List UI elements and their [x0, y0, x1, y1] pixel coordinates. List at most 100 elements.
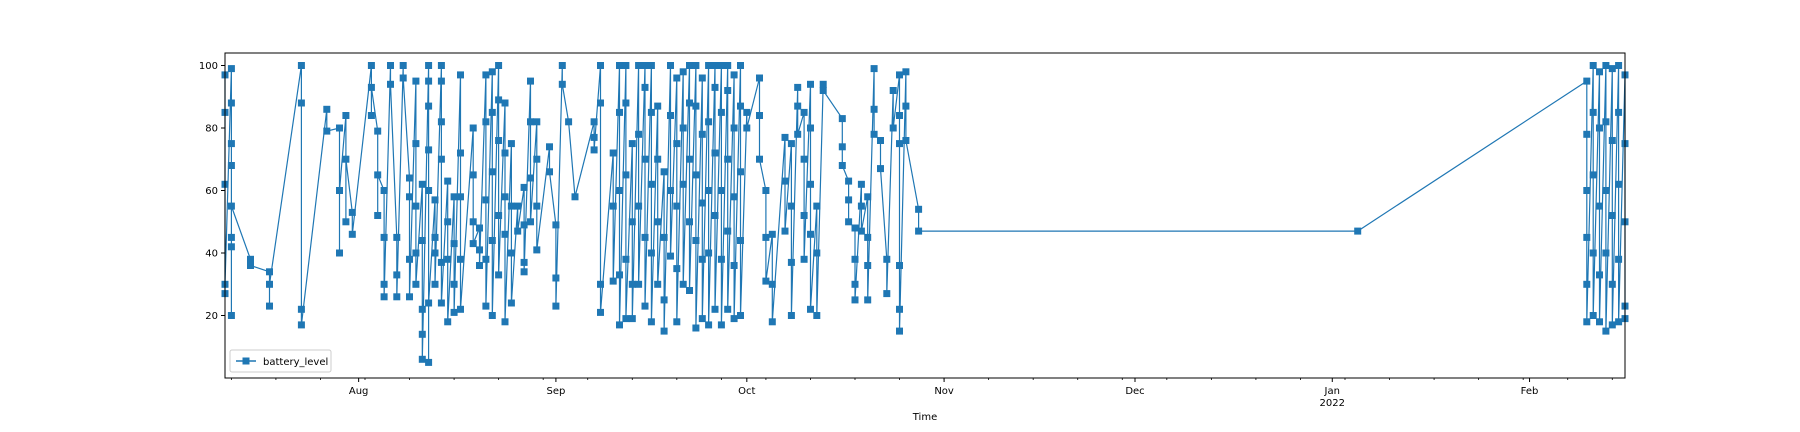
data-point: [635, 62, 643, 69]
series-battery-level: [221, 62, 1629, 366]
data-point: [737, 312, 744, 319]
data-point: [227, 162, 235, 169]
data-point: [533, 246, 541, 254]
data-point: [883, 255, 891, 263]
data-point: [425, 299, 433, 307]
data-point: [616, 187, 623, 194]
data-point: [635, 280, 643, 288]
legend-frame: [229, 349, 332, 373]
data-point: [425, 102, 433, 110]
data-point: [781, 177, 789, 185]
data-point: [520, 258, 528, 266]
data-point: [838, 162, 846, 169]
data-point: [418, 305, 426, 313]
data-point: [807, 80, 814, 88]
data-point: [641, 302, 649, 310]
data-point: [425, 187, 433, 194]
data-point: [717, 62, 725, 69]
data-point: [342, 112, 350, 119]
data-point: [787, 258, 795, 266]
data-point: [667, 112, 674, 119]
data-point: [698, 255, 706, 263]
data-point: [1589, 312, 1597, 319]
data-point: [482, 118, 490, 126]
data-point: [374, 212, 382, 219]
data-point: [807, 124, 814, 132]
data-point: [635, 130, 643, 138]
data-point: [1583, 130, 1591, 138]
data-point: [387, 80, 394, 88]
data-point: [227, 233, 235, 241]
data-point: [227, 65, 235, 73]
data-point: [698, 74, 706, 82]
data-point: [1615, 255, 1623, 263]
data-point: [781, 227, 789, 235]
data-point: [425, 62, 433, 69]
x-tick-label: Oct: [738, 386, 755, 397]
data-point: [227, 140, 235, 148]
data-point: [730, 193, 738, 201]
data-point: [247, 255, 254, 263]
data-point: [660, 233, 668, 241]
data-point: [647, 249, 655, 257]
data-point: [641, 233, 649, 241]
data-point: [641, 155, 649, 163]
legend-marker-swatch: [242, 357, 250, 365]
data-point: [469, 218, 477, 226]
data-point: [297, 321, 305, 329]
data-point: [1589, 249, 1597, 257]
data-point: [654, 218, 662, 226]
y-tick-label: 60: [205, 186, 218, 197]
data-point: [711, 149, 719, 157]
data-point: [647, 318, 655, 326]
y-axis: 20 40 60 80 100: [199, 61, 225, 322]
data-point: [616, 62, 623, 69]
data-point: [902, 102, 910, 110]
data-point: [457, 149, 464, 157]
data-point: [838, 143, 846, 151]
data-point: [800, 155, 808, 163]
data-point: [857, 202, 865, 210]
data-point: [1602, 118, 1610, 126]
data-point: [488, 237, 496, 244]
data-point: [1589, 62, 1597, 69]
data-point: [1596, 271, 1603, 279]
data-point: [425, 358, 433, 366]
data-point: [660, 327, 668, 335]
data-point: [507, 299, 515, 307]
data-point: [495, 137, 503, 144]
data-point: [616, 108, 623, 116]
data-point: [444, 218, 452, 226]
data-point: [469, 124, 477, 132]
data-point: [495, 212, 503, 219]
data-point: [1583, 233, 1591, 241]
axes-frame: [224, 52, 1626, 379]
data-point: [1583, 187, 1591, 194]
data-point: [450, 308, 458, 316]
data-point: [266, 268, 273, 276]
data-point: [616, 271, 623, 279]
data-point: [412, 280, 420, 288]
data-point: [686, 62, 693, 69]
data-point: [819, 80, 827, 88]
data-point: [711, 305, 719, 313]
plot-frame: [224, 52, 1626, 379]
data-point: [367, 83, 375, 91]
data-point: [667, 187, 674, 194]
data-point: [889, 87, 897, 94]
data-point: [431, 233, 439, 241]
data-point: [673, 140, 681, 148]
data-point: [724, 87, 732, 94]
data-point: [1589, 171, 1597, 179]
data-point: [724, 227, 732, 235]
data-point: [520, 221, 528, 229]
data-point: [501, 230, 509, 238]
data-point: [348, 208, 356, 216]
data-point: [1596, 124, 1603, 132]
data-point: [1615, 318, 1623, 326]
data-point: [800, 255, 808, 263]
data-point: [227, 99, 235, 107]
data-point: [1583, 280, 1591, 288]
data-point: [342, 218, 350, 226]
